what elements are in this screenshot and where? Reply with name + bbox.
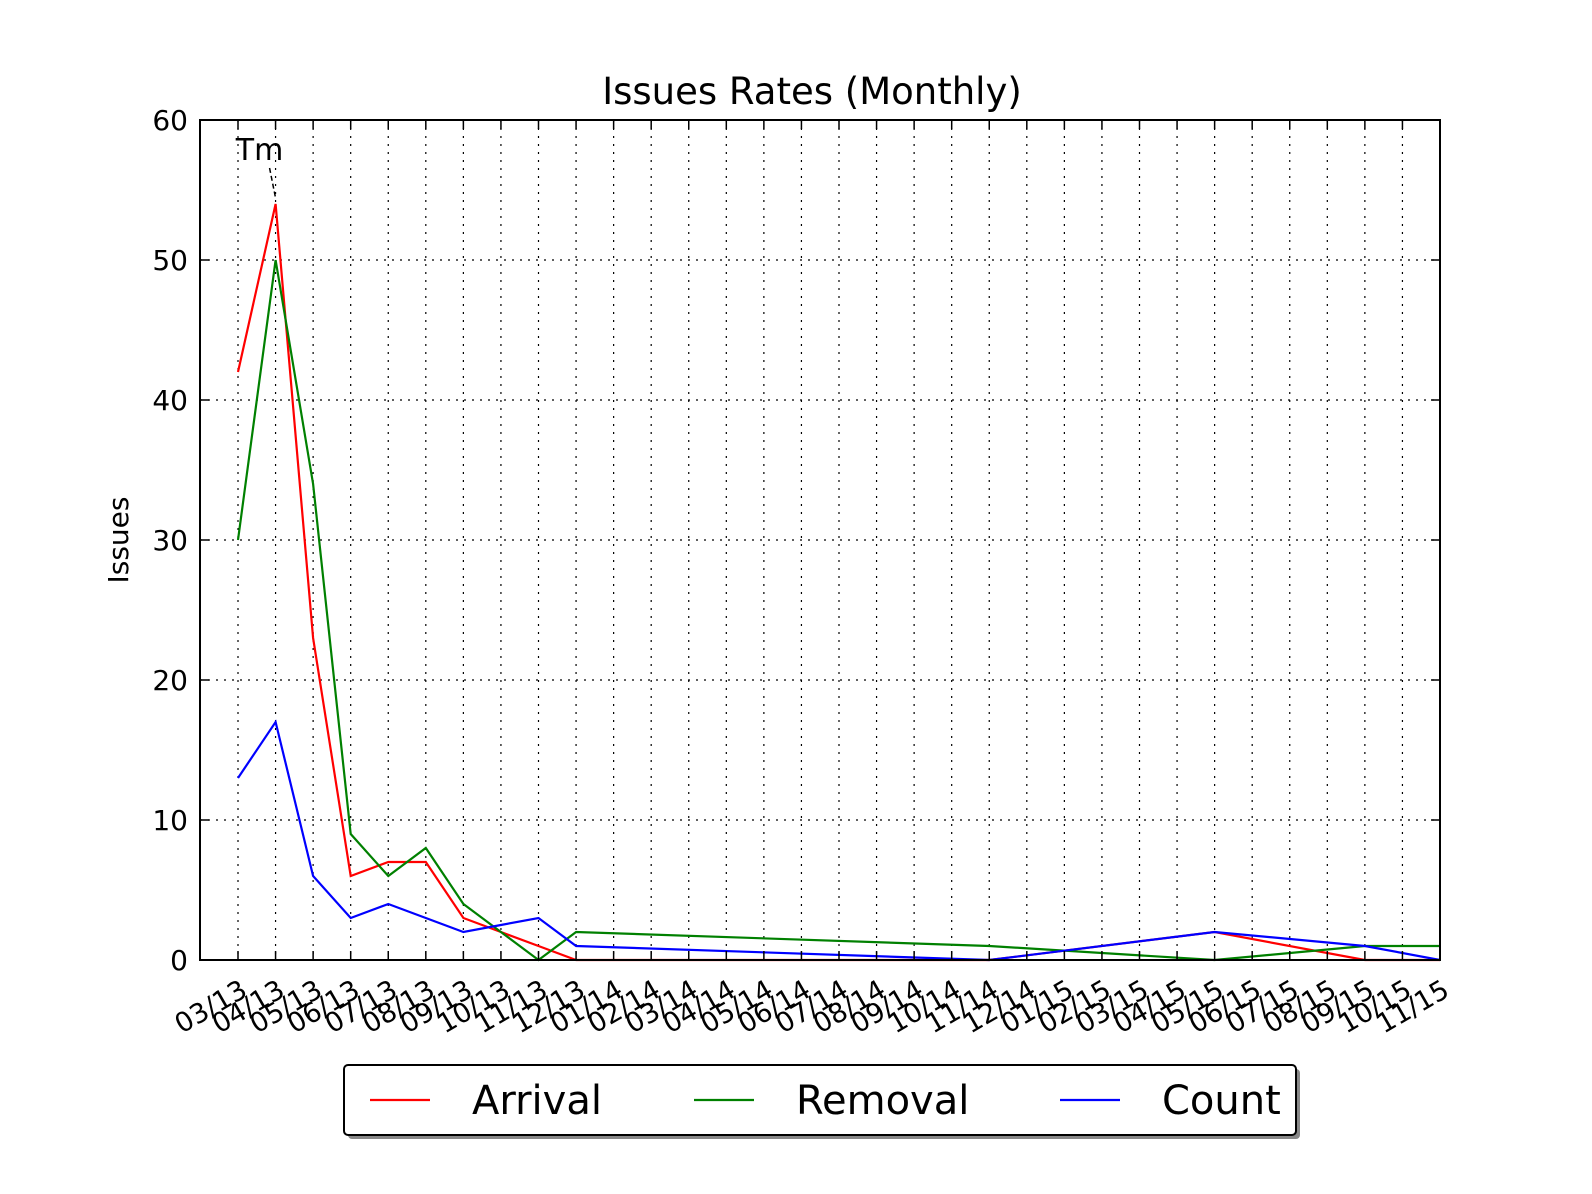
y-tick-label: 40 <box>152 384 188 417</box>
y-tick-label: 0 <box>170 944 188 977</box>
legend-box <box>343 1064 1297 1136</box>
annotation-arrow <box>268 167 277 199</box>
annotations: Tm <box>235 133 284 199</box>
chart-title: Issues Rates (Monthly) <box>602 70 1022 113</box>
y-tick-label: 10 <box>152 804 188 837</box>
legend-label-count: Count <box>1162 1078 1281 1124</box>
legend-label-arrival: Arrival <box>472 1078 602 1124</box>
legend: Arrival Removal Count <box>343 1064 1300 1139</box>
legend-label-removal: Removal <box>796 1078 969 1124</box>
annotation-label: Tm <box>235 133 284 168</box>
y-tick-label: 60 <box>152 104 188 137</box>
grid-lines <box>200 120 1441 960</box>
y-axis-label: Issues <box>102 497 135 584</box>
series-line-count <box>237 719 1441 962</box>
y-tick-label: 20 <box>152 664 188 697</box>
y-axis: 0 10 20 30 40 50 60 <box>152 104 1440 977</box>
y-tick-label: 50 <box>152 244 188 277</box>
y-tick-label: 30 <box>152 524 188 557</box>
